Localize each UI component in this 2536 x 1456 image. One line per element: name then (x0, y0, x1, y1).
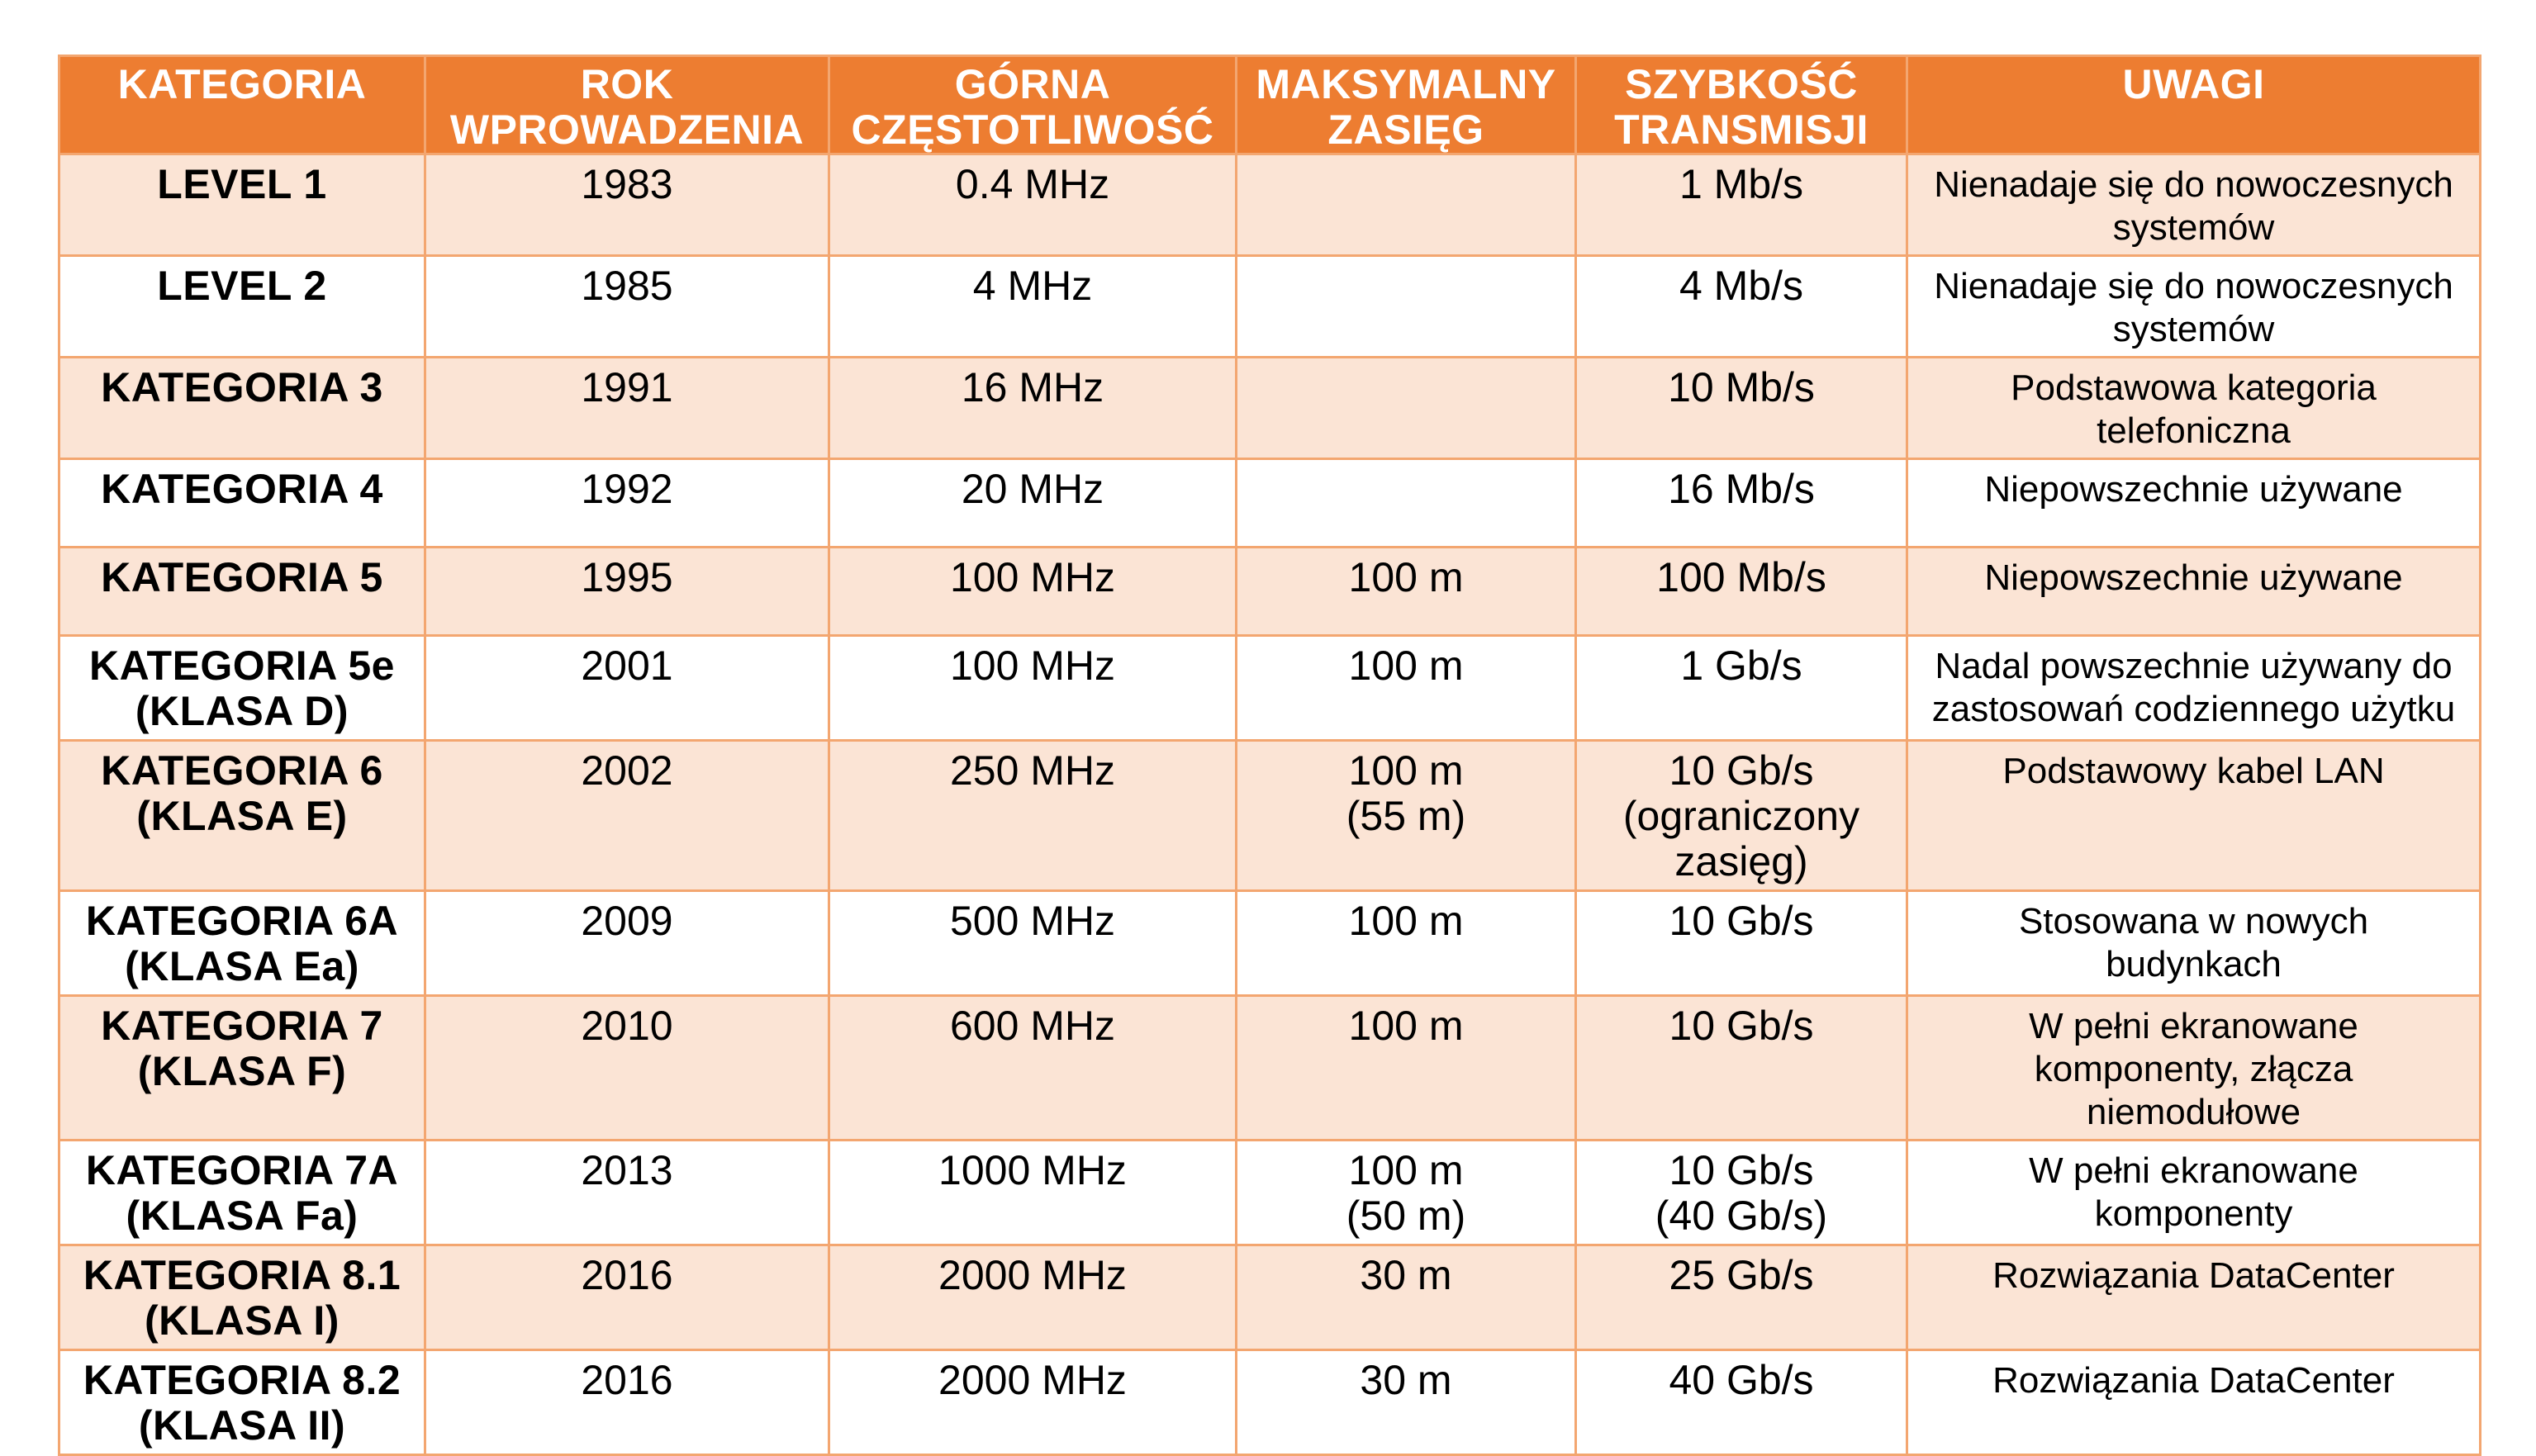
cell-range: 100 m (1235, 994, 1577, 1141)
cell-frequency: 250 MHz (828, 739, 1237, 892)
cell-frequency: 2000 MHz (828, 1349, 1237, 1456)
cell-category: KATEGORIA 6A (KLASA Ea) (58, 889, 426, 997)
table-body: LEVEL 1 1983 0.4 MHz 1 Mb/s Nienadaje się do… (58, 153, 2481, 1456)
cell-notes: Nadal powszechnie używany do zastosowań … (1906, 634, 2481, 742)
table-row: LEVEL 2 1985 4 MHz 4 Mb/s Nienadaje się do n… (58, 254, 2481, 358)
cell-year: 1991 (424, 356, 830, 460)
cell-category: KATEGORIA 5 (58, 546, 426, 637)
cell-speed: 100 Mb/s (1574, 546, 1908, 637)
cell-year: 2009 (424, 889, 830, 997)
cell-notes: Nienadaje się do nowoczesnych systemów (1906, 153, 2481, 257)
table-row: KATEGORIA 8.2 (KLASA II) 2016 2000 MHz 30 m… (58, 1349, 2481, 1456)
table-row: KATEGORIA 7 (KLASA F) 2010 600 MHz 100 m 10 … (58, 994, 2481, 1141)
cell-category: LEVEL 2 (58, 254, 426, 358)
ethernet-cable-categories-table: KATEGORIA ROK WPROWADZENIA GÓRNA CZĘSTOT… (58, 55, 2481, 1456)
cell-notes: W pełni ekranowane komponenty (1906, 1139, 2481, 1246)
table-row: KATEGORIA 3 1991 16 MHz 10 Mb/s Podstawowa k… (58, 356, 2481, 460)
cell-frequency: 4 MHz (828, 254, 1237, 358)
cell-notes: Nienadaje się do nowoczesnych systemów (1906, 254, 2481, 358)
cell-range: 100 m (1235, 546, 1577, 637)
cell-notes: Podstawowa kategoria telefoniczna (1906, 356, 2481, 460)
cell-frequency: 0.4 MHz (828, 153, 1237, 257)
cell-category: KATEGORIA 6 (KLASA E) (58, 739, 426, 892)
cell-range (1235, 153, 1577, 257)
cell-range: 30 m (1235, 1244, 1577, 1351)
cell-notes: Stosowana w nowych budynkach (1906, 889, 2481, 997)
cell-range (1235, 458, 1577, 548)
table-row: KATEGORIA 4 1992 20 MHz 16 Mb/s Niepowszechn… (58, 458, 2481, 548)
cell-speed: 1 Mb/s (1574, 153, 1908, 257)
cell-frequency: 100 MHz (828, 634, 1237, 742)
cell-year: 1995 (424, 546, 830, 637)
cell-frequency: 20 MHz (828, 458, 1237, 548)
cell-category: LEVEL 1 (58, 153, 426, 257)
cell-range: 100 m (55 m) (1235, 739, 1577, 892)
cell-year: 1992 (424, 458, 830, 548)
cell-range: 100 m (50 m) (1235, 1139, 1577, 1246)
table-row: KATEGORIA 5 1995 100 MHz 100 m 100 Mb/s Niepo… (58, 546, 2481, 637)
cell-speed: 25 Gb/s (1574, 1244, 1908, 1351)
cell-category: KATEGORIA 3 (58, 356, 426, 460)
cell-year: 2002 (424, 739, 830, 892)
cell-range: 100 m (1235, 634, 1577, 742)
cell-year: 2016 (424, 1244, 830, 1351)
table-row: LEVEL 1 1983 0.4 MHz 1 Mb/s Nienadaje się do… (58, 153, 2481, 257)
cell-frequency: 16 MHz (828, 356, 1237, 460)
cell-year: 2010 (424, 994, 830, 1141)
cell-speed: 4 Mb/s (1574, 254, 1908, 358)
cell-range: 30 m (1235, 1349, 1577, 1456)
cell-category: KATEGORIA 7A (KLASA Fa) (58, 1139, 426, 1246)
header-szybkosc-transmisji: SZYBKOŚĆ TRANSMISJI (1574, 55, 1908, 155)
cell-notes: Rozwiązania DataCenter (1906, 1349, 2481, 1456)
cell-range (1235, 356, 1577, 460)
cell-speed: 10 Gb/s (40 Gb/s) (1574, 1139, 1908, 1246)
cell-speed: 1 Gb/s (1574, 634, 1908, 742)
cell-notes: Niepowszechnie używane (1906, 546, 2481, 637)
cell-speed: 10 Gb/s (1574, 994, 1908, 1141)
cell-frequency: 2000 MHz (828, 1244, 1237, 1351)
cell-notes: Podstawowy kabel LAN (1906, 739, 2481, 892)
cell-frequency: 100 MHz (828, 546, 1237, 637)
cell-year: 1983 (424, 153, 830, 257)
header-kategoria: KATEGORIA (58, 55, 426, 155)
cell-frequency: 500 MHz (828, 889, 1237, 997)
cell-range (1235, 254, 1577, 358)
cell-speed: 40 Gb/s (1574, 1349, 1908, 1456)
cell-range: 100 m (1235, 889, 1577, 997)
cell-year: 2001 (424, 634, 830, 742)
header-uwagi: UWAGI (1906, 55, 2481, 155)
header-row: KATEGORIA ROK WPROWADZENIA GÓRNA CZĘSTOT… (58, 55, 2481, 155)
cell-speed: 10 Mb/s (1574, 356, 1908, 460)
cell-category: KATEGORIA 8.2 (KLASA II) (58, 1349, 426, 1456)
cell-frequency: 1000 MHz (828, 1139, 1237, 1246)
cell-speed: 10 Gb/s (1574, 889, 1908, 997)
cell-frequency: 600 MHz (828, 994, 1237, 1141)
cell-category: KATEGORIA 8.1 (KLASA I) (58, 1244, 426, 1351)
table-row: KATEGORIA 6 (KLASA E) 2002 250 MHz 100 m (5… (58, 739, 2481, 892)
ethernet-cable-categories-table-container: KATEGORIA ROK WPROWADZENIA GÓRNA CZĘSTOT… (58, 55, 2481, 1456)
cell-year: 1985 (424, 254, 830, 358)
header-maksymalny-zasieg: MAKSYMALNY ZASIĘG (1235, 55, 1577, 155)
cell-category: KATEGORIA 5e (KLASA D) (58, 634, 426, 742)
cell-category: KATEGORIA 7 (KLASA F) (58, 994, 426, 1141)
cell-speed: 16 Mb/s (1574, 458, 1908, 548)
table-header: KATEGORIA ROK WPROWADZENIA GÓRNA CZĘSTOT… (58, 55, 2481, 155)
header-gorna-czestotliwosc: GÓRNA CZĘSTOTLIWOŚĆ (828, 55, 1237, 155)
cell-notes: Rozwiązania DataCenter (1906, 1244, 2481, 1351)
cell-category: KATEGORIA 4 (58, 458, 426, 548)
table-row: KATEGORIA 7A (KLASA Fa) 2013 1000 MHz 100 m… (58, 1139, 2481, 1246)
cell-notes: W pełni ekranowane komponenty, złącza ni… (1906, 994, 2481, 1141)
cell-year: 2013 (424, 1139, 830, 1246)
cell-speed: 10 Gb/s (ograniczony zasięg) (1574, 739, 1908, 892)
cell-notes: Niepowszechnie używane (1906, 458, 2481, 548)
header-rok-wprowadzenia: ROK WPROWADZENIA (424, 55, 830, 155)
cell-year: 2016 (424, 1349, 830, 1456)
